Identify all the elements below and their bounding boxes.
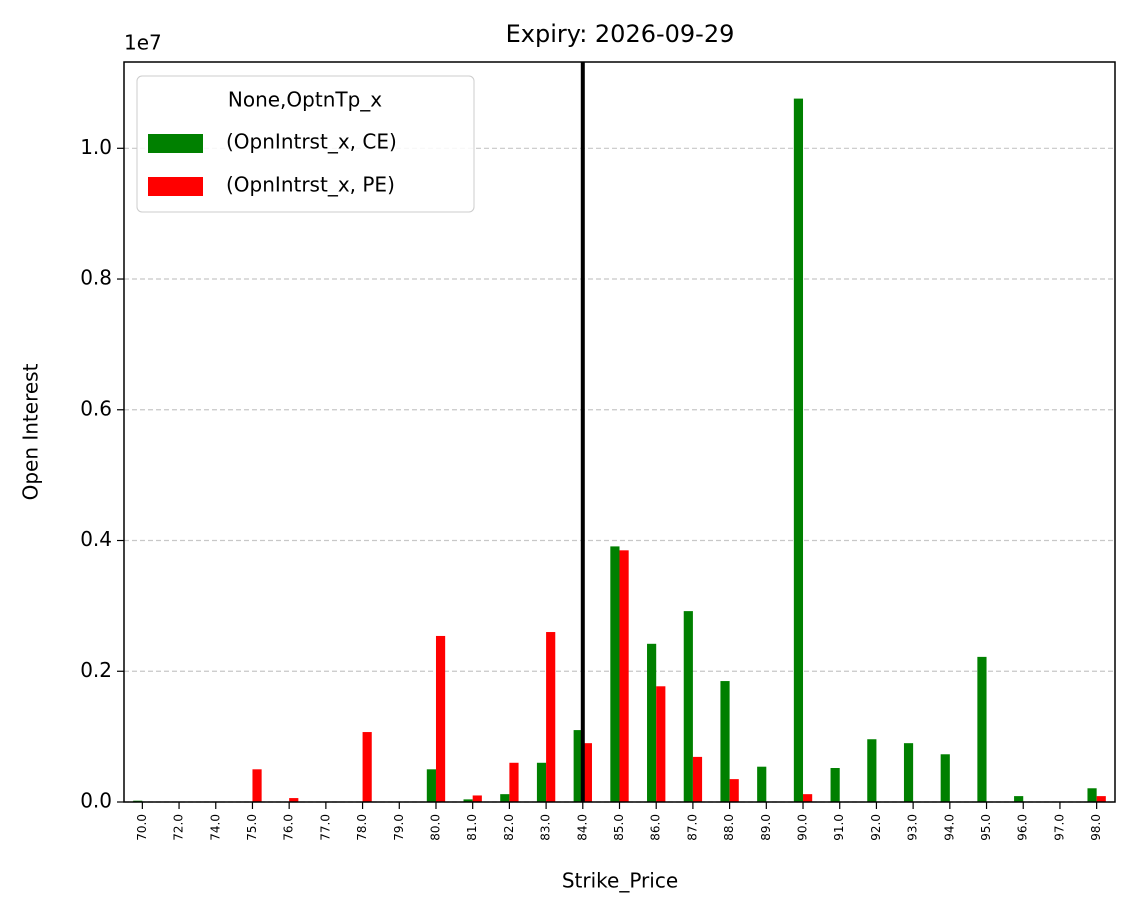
x-tick-label: 89.0 [759,814,773,841]
x-tick-label: 97.0 [1052,814,1066,841]
x-tick-label: 77.0 [318,814,332,841]
chart-title: Expiry: 2026-09-29 [506,20,735,48]
bar [610,546,620,802]
y-tick-label: 0.8 [80,266,112,290]
x-tick-label: 92.0 [869,814,883,841]
bar [1014,796,1024,802]
bar [757,766,767,802]
bar [940,754,950,802]
x-tick-label: 74.0 [208,814,222,841]
bar [362,732,372,802]
x-tick-label: 72.0 [172,814,186,841]
x-tick-label: 83.0 [539,814,553,841]
bar [252,769,262,802]
y-tick-label: 0.4 [80,527,112,551]
bar [903,743,914,802]
bar [830,768,840,802]
bar [683,611,693,802]
bar [720,681,730,802]
bar [793,98,804,802]
x-tick-label: 85.0 [612,814,626,841]
x-tick-label: 79.0 [392,814,406,841]
x-tick-label: 80.0 [428,814,442,841]
y-tick-label: 0.6 [80,396,112,420]
plot-frame [123,61,1116,803]
bar [692,756,703,802]
bar [977,656,987,802]
bar [582,743,592,802]
bar [647,643,657,802]
x-tick-label: 82.0 [502,814,516,841]
bar [867,739,877,802]
x-axis-label: Strike_Price [562,869,678,893]
x-tick-label: 86.0 [649,814,663,841]
bar [656,686,666,802]
y-axis-label: Open Interest [19,363,43,500]
legend-label: (OpnIntrst_x, PE) [226,173,395,197]
bar [1096,796,1106,802]
y-tick-label: 0.0 [80,789,112,813]
x-tick-label: 91.0 [832,814,846,841]
bar [729,779,739,802]
bar [546,632,556,802]
bar [426,769,436,802]
legend-box [136,75,475,213]
bar [619,550,629,802]
x-tick-label: 93.0 [906,814,920,841]
bar [509,762,519,802]
legend-swatch [148,134,203,153]
x-tick-label: 81.0 [465,814,479,841]
x-tick-label: 76.0 [282,814,296,841]
legend-swatch [148,177,203,196]
x-tick-label: 84.0 [575,814,589,841]
bar [463,799,473,802]
x-tick-label: 95.0 [979,814,993,841]
x-tick-label: 96.0 [1016,814,1030,841]
x-tick-label: 78.0 [355,814,369,841]
y-tick-label: 1.0 [80,135,112,159]
y-tick-label: 0.2 [80,658,112,682]
bar [803,794,813,802]
bar [289,798,299,802]
x-tick-label: 75.0 [245,814,259,841]
x-tick-label: 87.0 [685,814,699,841]
x-tick-label: 70.0 [135,814,149,841]
offset-label: 1e7 [124,31,162,55]
x-tick-label: 98.0 [1089,814,1103,841]
x-tick-label: 94.0 [942,814,956,841]
x-tick-label: 90.0 [796,814,810,841]
bar [1087,788,1097,802]
legend-title: None,OptnTp_x [228,88,382,112]
bar [536,762,547,802]
bar [435,635,446,802]
bar [500,794,510,802]
x-tick-label: 88.0 [722,814,736,841]
bar [573,730,583,802]
bar [472,795,482,802]
legend-label: (OpnIntrst_x, CE) [226,130,397,154]
